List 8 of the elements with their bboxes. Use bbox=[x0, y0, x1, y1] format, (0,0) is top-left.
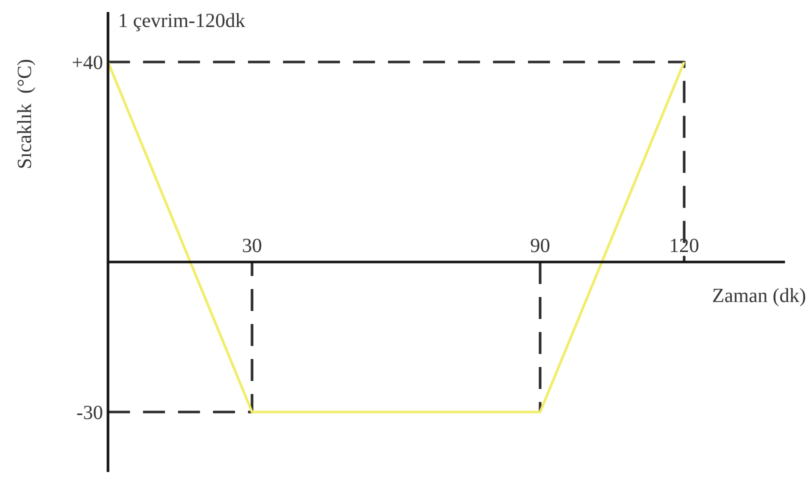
x-tick-label: 90 bbox=[530, 235, 550, 257]
x-tick-label: 120 bbox=[669, 235, 700, 257]
x-axis-title: Zaman (dk) bbox=[712, 285, 806, 307]
y-axis-title: Sıcaklık (°C) bbox=[14, 58, 36, 170]
y-tick-label: -30 bbox=[76, 402, 103, 424]
y-tick-label: +40 bbox=[72, 52, 103, 74]
chart-title: 1 çevrim-120dk bbox=[118, 10, 246, 32]
x-tick-label: 30 bbox=[242, 235, 262, 257]
